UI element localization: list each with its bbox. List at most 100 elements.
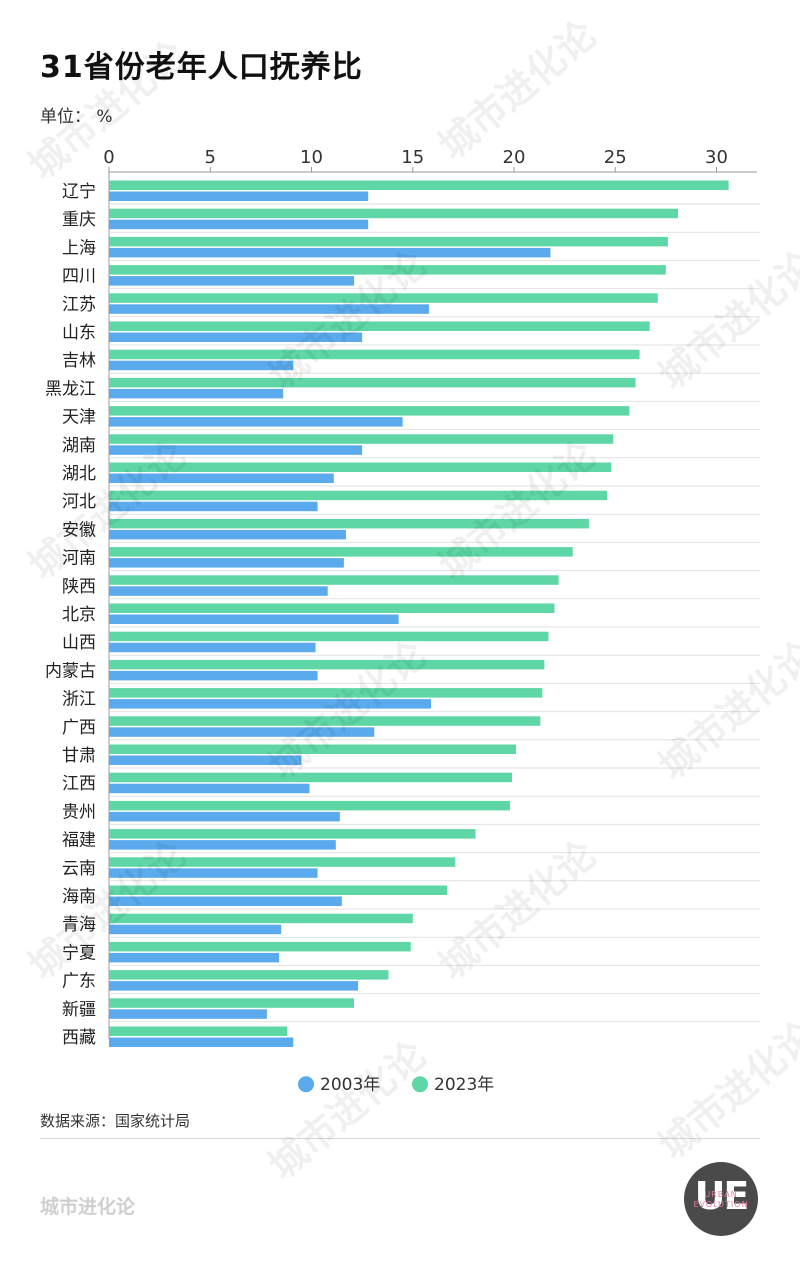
bar-2003: [109, 501, 318, 512]
bar-2003: [109, 586, 328, 596]
category-label: 宁夏: [62, 943, 96, 963]
category-label: 云南: [62, 859, 96, 879]
category-label: 江苏: [62, 295, 96, 315]
bar-2023: [109, 462, 612, 472]
category-label: 山西: [62, 633, 96, 653]
bar-2023: [109, 772, 512, 783]
category-label: 浙江: [62, 690, 96, 710]
bar-2003: [109, 417, 403, 427]
category-label: 河北: [62, 492, 96, 512]
category-label: 海南: [62, 887, 96, 907]
category-label: 广西: [62, 718, 96, 738]
bar-2023: [109, 547, 573, 557]
bar-2023: [109, 236, 668, 247]
bar-2023: [109, 885, 448, 895]
bar-2003: [109, 304, 429, 314]
category-label: 安徽: [62, 520, 96, 540]
bar-2003: [109, 1009, 267, 1019]
bar-2003: [109, 614, 399, 624]
bar-2003: [109, 952, 280, 963]
category-label: 西藏: [62, 1028, 96, 1048]
category-label: 广东: [62, 972, 96, 992]
bar-2023: [109, 800, 510, 811]
bar-2023: [109, 913, 413, 924]
category-label: 湖北: [62, 464, 96, 484]
category-label: 甘肃: [62, 746, 96, 766]
bar-2023: [109, 180, 729, 190]
x-tick-label: 30: [705, 147, 728, 168]
logo-letters: UE: [694, 1174, 750, 1218]
x-tick-label: 20: [503, 147, 526, 168]
bar-2003: [109, 811, 340, 822]
bar-2023: [109, 998, 355, 1008]
bar-2003: [109, 558, 344, 568]
bar-2023: [109, 265, 666, 275]
brand-logo: UE URBAN EVOLUTION: [684, 1162, 758, 1236]
bar-2003: [109, 727, 375, 737]
bar-2023: [109, 659, 545, 670]
bar-2003: [109, 755, 302, 765]
bar-2023: [109, 575, 559, 585]
unit-label: 单位： %: [40, 107, 113, 127]
bar-2003: [109, 219, 369, 230]
category-label: 河南: [62, 549, 96, 569]
bar-2023: [109, 970, 389, 980]
bar-2023: [109, 744, 517, 754]
bar-2003: [109, 445, 363, 455]
x-tick-label: 15: [401, 147, 424, 168]
bar-2003: [109, 332, 363, 342]
bar-2023: [109, 434, 614, 444]
bar-2003: [109, 360, 294, 371]
bar-2023: [109, 941, 411, 952]
category-label: 福建: [62, 831, 96, 851]
bar-2023: [109, 631, 549, 642]
bar-2003: [109, 783, 310, 794]
legend-label: 2023年: [434, 1075, 494, 1095]
logo-word-urban: URBAN: [704, 1190, 738, 1199]
bar-2023: [109, 321, 650, 331]
category-label: 内蒙古: [45, 661, 96, 681]
bar-2023: [109, 490, 608, 501]
category-label: 辽宁: [62, 182, 96, 202]
bar-2023: [109, 208, 679, 219]
x-tick-label: 5: [205, 147, 216, 168]
bar-2003: [109, 247, 551, 258]
category-label: 陕西: [62, 577, 96, 597]
bar-2023: [109, 857, 456, 867]
bar-2003: [109, 529, 346, 540]
footer-divider: [40, 1138, 760, 1139]
category-label: 贵州: [62, 802, 96, 822]
bar-2023: [109, 829, 476, 839]
bar-2003: [109, 896, 342, 906]
category-label: 江西: [62, 774, 96, 794]
x-tick-label: 0: [103, 147, 114, 168]
bar-2023: [109, 406, 630, 416]
data-source: 数据来源：国家统计局: [40, 1112, 191, 1130]
page-title: 31省份老年人口抚养比: [40, 50, 363, 85]
x-tick-label: 25: [604, 147, 627, 168]
bar-2003: [109, 1037, 294, 1047]
bar-2003: [109, 840, 336, 850]
bar-2003: [109, 388, 284, 399]
category-label: 新疆: [62, 1000, 96, 1020]
category-label: 湖南: [62, 436, 96, 456]
bar-2023: [109, 688, 543, 698]
bar-chart: 0 5 10 15 20 25 30 辽宁重庆上海四川江苏山东吉林黑龙江天津湖南湖北河北安徽河…: [45, 147, 760, 1095]
bar-2023: [109, 518, 589, 529]
bar-2003: [109, 473, 334, 483]
category-label: 吉林: [62, 351, 96, 371]
bar-2023: [109, 293, 658, 303]
bar-2023: [109, 349, 640, 360]
legend-marker: [298, 1076, 314, 1093]
category-label: 天津: [62, 408, 96, 428]
bar-2003: [109, 699, 431, 709]
bar-2023: [109, 603, 555, 613]
category-label: 山东: [62, 323, 96, 343]
bar-2023: [109, 377, 636, 388]
category-label: 四川: [62, 267, 96, 287]
bar-2003: [109, 642, 316, 653]
logo-word-evolution: EVOLUTION: [693, 1200, 749, 1209]
category-label: 上海: [62, 238, 96, 258]
legend-label: 2003年: [320, 1075, 380, 1095]
bar-2003: [109, 670, 318, 681]
